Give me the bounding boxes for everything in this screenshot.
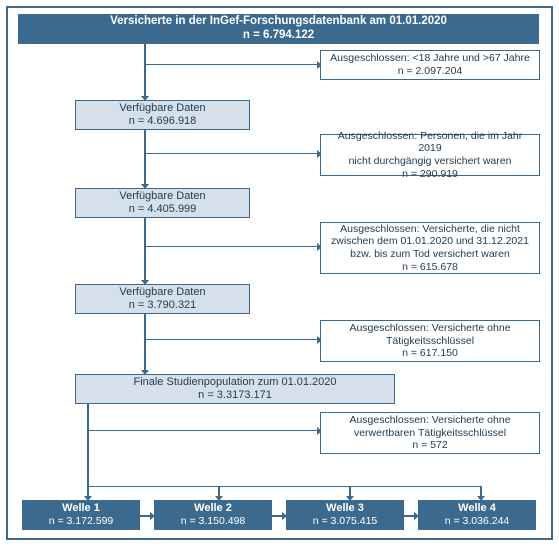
conn — [144, 64, 309, 65]
header-box: Versicherte in der InGef-Forschungsdaten… — [18, 14, 539, 44]
wave1-label: Welle 1 — [62, 502, 100, 515]
exclusion-4: Ausgeschlossen: Versicherte ohne Tätigke… — [320, 320, 540, 362]
excl4-l1: Ausgeschlossen: Versicherte ohne — [349, 322, 510, 335]
excl1-l2: n = 2.097.204 — [398, 65, 463, 78]
conn — [144, 314, 146, 370]
header-n: n = 6.794.122 — [243, 29, 314, 43]
step3-l1: Verfügbare Daten — [119, 286, 205, 299]
final-population: Finale Studienpopulation zum 01.01.2020 … — [75, 374, 395, 404]
conn — [309, 64, 317, 65]
excl3-l4: n = 615.678 — [402, 261, 458, 274]
conn — [140, 515, 150, 517]
excl4-l2: Tätigkeitsschlüssel — [386, 335, 474, 348]
exclusion-5: Ausgeschlossen: Versicherte ohne verwert… — [320, 412, 540, 454]
step1-l1: Verfügbare Daten — [119, 102, 205, 115]
exclusion-2: Ausgeschlossen: Personen, die im Jahr 20… — [320, 134, 540, 176]
conn — [480, 486, 482, 496]
excl5-l3: n = 572 — [412, 439, 447, 452]
excl3-l2: zwischen dem 01.01.2020 und 31.12.2021 — [331, 235, 529, 248]
excl3-l3: bzw. bis zum Tod versichert waren — [350, 248, 510, 261]
conn — [87, 430, 309, 431]
conn — [87, 486, 89, 496]
wave4-label: Welle 4 — [458, 502, 496, 515]
wave4-n: n = 3.036.244 — [445, 515, 510, 528]
conn — [218, 486, 220, 496]
header-title: Versicherte in der InGef-Forschungsdaten… — [110, 15, 447, 29]
conn — [144, 153, 309, 154]
wave-4: Welle 4 n = 3.036.244 — [418, 500, 536, 530]
conn — [144, 339, 309, 340]
wave-3: Welle 3 n = 3.075.415 — [286, 500, 404, 530]
exclusion-1: Ausgeschlossen: <18 Jahre und >67 Jahre … — [320, 50, 540, 80]
conn — [144, 218, 146, 280]
excl2-l2: nicht durchgängig versichert waren — [349, 155, 512, 168]
conn — [144, 130, 146, 184]
excl3-l1: Ausgeschlossen: Versicherte, die nicht — [340, 223, 520, 236]
step3-l2: n = 3.790.321 — [129, 299, 197, 312]
step2-l1: Verfügbare Daten — [119, 190, 205, 203]
conn — [404, 515, 414, 517]
wave-1: Welle 1 n = 3.172.599 — [22, 500, 140, 530]
wave3-n: n = 3.075.415 — [313, 515, 378, 528]
excl2-l1: Ausgeschlossen: Personen, die im Jahr 20… — [326, 130, 534, 155]
conn — [144, 44, 146, 96]
excl5-l2: verwertbaren Tätigkeitsschlüssel — [354, 427, 506, 440]
excl4-l3: n = 617.150 — [402, 347, 458, 360]
excl2-l3: n = 290.919 — [402, 168, 458, 181]
excl1-l1: Ausgeschlossen: <18 Jahre und >67 Jahre — [330, 52, 530, 65]
step-3: Verfügbare Daten n = 3.790.321 — [75, 284, 250, 314]
wave2-n: n = 3.150.498 — [181, 515, 246, 528]
conn — [272, 515, 282, 517]
final-l2: n = 3.3173.171 — [198, 389, 272, 402]
step1-l2: n = 4.696.918 — [129, 115, 197, 128]
conn — [349, 486, 351, 496]
conn — [87, 486, 481, 487]
conn — [87, 404, 89, 486]
conn — [309, 339, 317, 340]
exclusion-3: Ausgeschlossen: Versicherte, die nicht z… — [320, 222, 540, 274]
step2-l2: n = 4.405.999 — [129, 203, 197, 216]
excl5-l1: Ausgeschlossen: Versicherte ohne — [349, 414, 510, 427]
conn — [144, 246, 309, 247]
conn — [309, 153, 317, 154]
step-1: Verfügbare Daten n = 4.696.918 — [75, 100, 250, 130]
wave2-label: Welle 2 — [194, 502, 232, 515]
step-2: Verfügbare Daten n = 4.405.999 — [75, 188, 250, 218]
wave3-label: Welle 3 — [326, 502, 364, 515]
conn — [309, 430, 317, 431]
conn — [309, 246, 317, 247]
wave-2: Welle 2 n = 3.150.498 — [154, 500, 272, 530]
wave1-n: n = 3.172.599 — [49, 515, 114, 528]
final-l1: Finale Studienpopulation zum 01.01.2020 — [133, 376, 336, 389]
